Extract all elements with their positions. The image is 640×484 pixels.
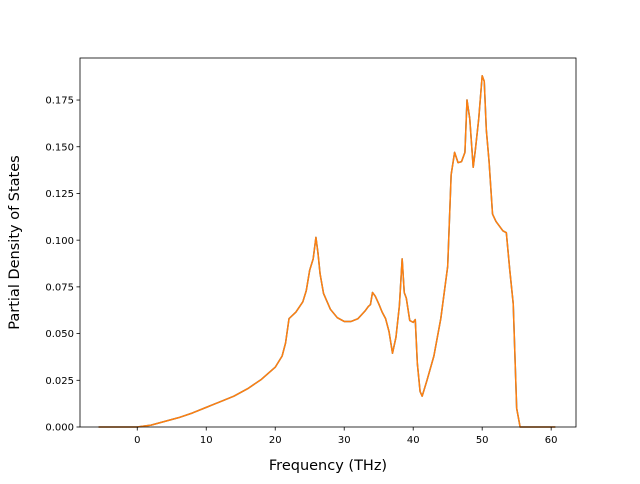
y-axis-label: Partial Density of States bbox=[7, 155, 23, 329]
x-tick-label: 0 bbox=[134, 435, 140, 446]
series-layer bbox=[98, 75, 556, 428]
ticks-layer: 0 10 20 30 40 50 60 0.000 0.025 0.050 0.075 0.100 0.… bbox=[45, 96, 557, 446]
x-tick-label: 20 bbox=[269, 435, 282, 446]
y-tick-label: 0.075 bbox=[45, 282, 74, 293]
x-tick-label: 50 bbox=[476, 435, 489, 446]
y-tick-label: 0.125 bbox=[45, 189, 74, 200]
y-tick-label: 0.150 bbox=[45, 142, 74, 153]
y-tick-label: 0.050 bbox=[45, 329, 74, 340]
y-tick-label: 0.000 bbox=[45, 423, 74, 434]
x-axis-label: Frequency (THz) bbox=[269, 458, 387, 474]
x-tick-label: 60 bbox=[545, 435, 558, 446]
y-tick-label: 0.100 bbox=[45, 236, 74, 247]
plot-area bbox=[80, 58, 576, 427]
y-tick-label: 0.175 bbox=[45, 96, 74, 107]
plot-frame bbox=[79, 57, 577, 428]
x-tick-label: 30 bbox=[338, 435, 351, 446]
y-tick-label: 0.025 bbox=[45, 376, 74, 387]
series-line-2 bbox=[98, 75, 556, 428]
x-tick-label: 10 bbox=[200, 435, 213, 446]
x-tick-label: 40 bbox=[407, 435, 420, 446]
